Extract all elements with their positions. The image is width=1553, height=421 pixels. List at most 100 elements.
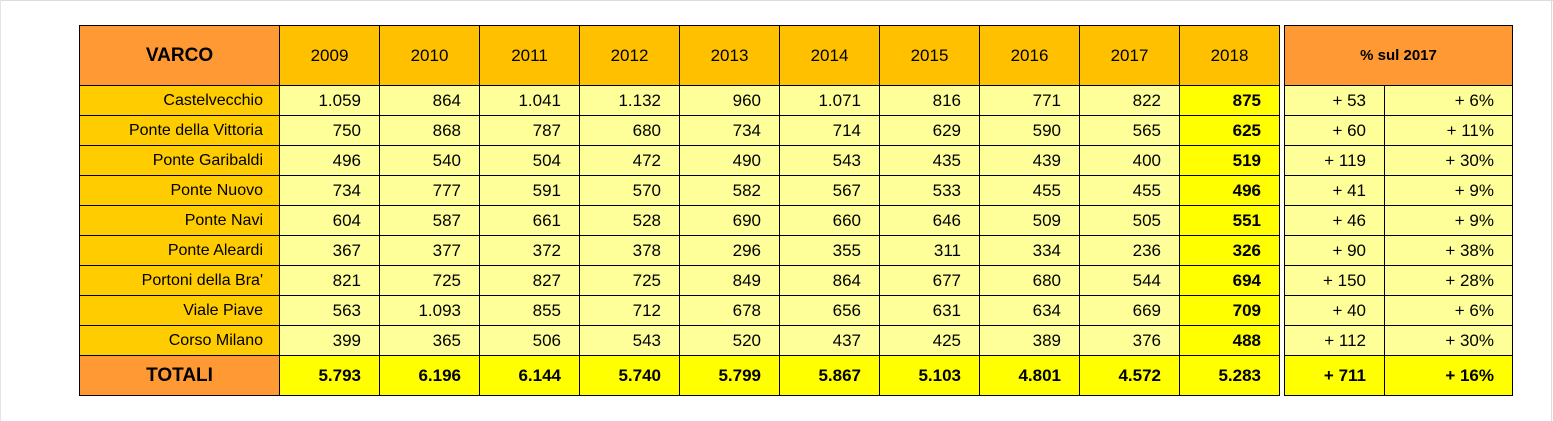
value-cell[interactable]: 821 [279, 265, 380, 296]
percent-cell[interactable]: + 9% [1384, 175, 1513, 206]
year-header[interactable]: 2014 [779, 25, 880, 86]
value-cell[interactable]: 855 [479, 295, 580, 326]
value-cell[interactable]: 816 [879, 85, 980, 116]
value-cell[interactable]: 544 [1079, 265, 1180, 296]
value-cell[interactable]: 455 [1079, 175, 1180, 206]
value-cell[interactable]: 378 [579, 235, 680, 266]
current-year-cell[interactable]: 488 [1179, 325, 1280, 356]
value-cell[interactable]: 960 [679, 85, 780, 116]
value-cell[interactable]: 771 [979, 85, 1080, 116]
value-cell[interactable]: 376 [1079, 325, 1180, 356]
difference-cell[interactable]: + 112 [1284, 325, 1385, 356]
value-cell[interactable]: 868 [379, 115, 480, 146]
year-header[interactable]: 2016 [979, 25, 1080, 86]
value-cell[interactable]: 864 [779, 265, 880, 296]
value-cell[interactable]: 372 [479, 235, 580, 266]
value-cell[interactable]: 750 [279, 115, 380, 146]
value-cell[interactable]: 849 [679, 265, 780, 296]
year-header[interactable]: 2010 [379, 25, 480, 86]
value-cell[interactable]: 712 [579, 295, 680, 326]
value-cell[interactable]: 827 [479, 265, 580, 296]
value-cell[interactable]: 567 [779, 175, 880, 206]
varco-name-cell[interactable]: Ponte Navi [79, 205, 280, 236]
varco-name-cell[interactable]: Corso Milano [79, 325, 280, 356]
difference-cell[interactable]: + 41 [1284, 175, 1385, 206]
total-value-cell[interactable]: 5.740 [579, 355, 680, 396]
value-cell[interactable]: 646 [879, 205, 980, 236]
value-cell[interactable]: 725 [579, 265, 680, 296]
value-cell[interactable]: 1.132 [579, 85, 680, 116]
current-year-cell[interactable]: 496 [1179, 175, 1280, 206]
value-cell[interactable]: 533 [879, 175, 980, 206]
varco-name-cell[interactable]: Ponte della Vittoria [79, 115, 280, 146]
value-cell[interactable]: 437 [779, 325, 880, 356]
value-cell[interactable]: 563 [279, 295, 380, 326]
value-cell[interactable]: 582 [679, 175, 780, 206]
value-cell[interactable]: 680 [579, 115, 680, 146]
value-cell[interactable]: 787 [479, 115, 580, 146]
value-cell[interactable]: 660 [779, 205, 880, 236]
value-cell[interactable]: 1.041 [479, 85, 580, 116]
value-cell[interactable]: 714 [779, 115, 880, 146]
value-cell[interactable]: 377 [379, 235, 480, 266]
year-header[interactable]: 2013 [679, 25, 780, 86]
percent-cell[interactable]: + 28% [1384, 265, 1513, 296]
value-cell[interactable]: 439 [979, 145, 1080, 176]
year-header[interactable]: 2018 [1179, 25, 1280, 86]
total-percent-cell[interactable]: + 16% [1384, 355, 1513, 396]
varco-name-cell[interactable]: Castelvecchio [79, 85, 280, 116]
value-cell[interactable]: 1.071 [779, 85, 880, 116]
value-cell[interactable]: 1.093 [379, 295, 480, 326]
value-cell[interactable]: 777 [379, 175, 480, 206]
value-cell[interactable]: 725 [379, 265, 480, 296]
varco-name-cell[interactable]: Ponte Garibaldi [79, 145, 280, 176]
value-cell[interactable]: 509 [979, 205, 1080, 236]
total-value-cell[interactable]: 6.196 [379, 355, 480, 396]
value-cell[interactable]: 1.059 [279, 85, 380, 116]
value-cell[interactable]: 520 [679, 325, 780, 356]
varco-header[interactable]: VARCO [79, 25, 280, 86]
difference-cell[interactable]: + 150 [1284, 265, 1385, 296]
value-cell[interactable]: 661 [479, 205, 580, 236]
current-year-cell[interactable]: 694 [1179, 265, 1280, 296]
current-year-cell[interactable]: 519 [1179, 145, 1280, 176]
varco-name-cell[interactable]: Viale Piave [79, 295, 280, 326]
total-value-cell[interactable]: 6.144 [479, 355, 580, 396]
value-cell[interactable]: 365 [379, 325, 480, 356]
year-header[interactable]: 2017 [1079, 25, 1180, 86]
value-cell[interactable]: 400 [1079, 145, 1180, 176]
value-cell[interactable]: 425 [879, 325, 980, 356]
value-cell[interactable]: 355 [779, 235, 880, 266]
value-cell[interactable]: 399 [279, 325, 380, 356]
value-cell[interactable]: 472 [579, 145, 680, 176]
value-cell[interactable]: 367 [279, 235, 380, 266]
percent-cell[interactable]: + 9% [1384, 205, 1513, 236]
value-cell[interactable]: 311 [879, 235, 980, 266]
value-cell[interactable]: 677 [879, 265, 980, 296]
total-value-cell[interactable]: 4.572 [1079, 355, 1180, 396]
value-cell[interactable]: 734 [279, 175, 380, 206]
totals-label-cell[interactable]: TOTALI [79, 355, 280, 396]
difference-cell[interactable]: + 90 [1284, 235, 1385, 266]
value-cell[interactable]: 634 [979, 295, 1080, 326]
value-cell[interactable]: 389 [979, 325, 1080, 356]
value-cell[interactable]: 629 [879, 115, 980, 146]
value-cell[interactable]: 543 [779, 145, 880, 176]
varco-name-cell[interactable]: Ponte Aleardi [79, 235, 280, 266]
value-cell[interactable]: 656 [779, 295, 880, 326]
value-cell[interactable]: 496 [279, 145, 380, 176]
percent-cell[interactable]: + 6% [1384, 85, 1513, 116]
value-cell[interactable]: 734 [679, 115, 780, 146]
percent-cell[interactable]: + 6% [1384, 295, 1513, 326]
current-year-cell[interactable]: 709 [1179, 295, 1280, 326]
current-year-cell[interactable]: 551 [1179, 205, 1280, 236]
percent-cell[interactable]: + 30% [1384, 145, 1513, 176]
value-cell[interactable]: 540 [379, 145, 480, 176]
value-cell[interactable]: 504 [479, 145, 580, 176]
value-cell[interactable]: 506 [479, 325, 580, 356]
varco-name-cell[interactable]: Portoni della Bra' [79, 265, 280, 296]
value-cell[interactable]: 505 [1079, 205, 1180, 236]
value-cell[interactable]: 590 [979, 115, 1080, 146]
percent-cell[interactable]: + 38% [1384, 235, 1513, 266]
year-header[interactable]: 2011 [479, 25, 580, 86]
